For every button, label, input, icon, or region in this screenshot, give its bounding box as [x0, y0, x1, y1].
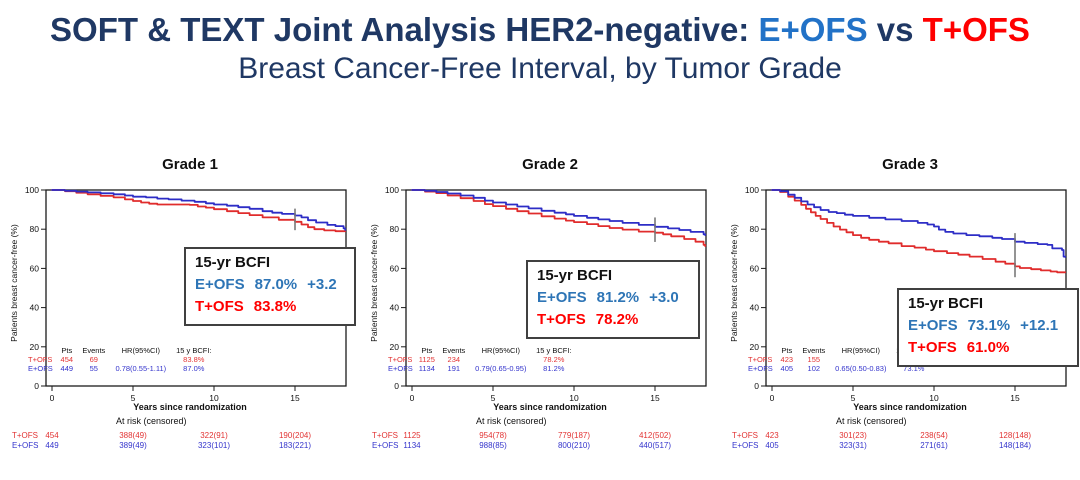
panel-title: Grade 2	[522, 156, 578, 173]
svg-text:10: 10	[929, 393, 939, 403]
x-axis-label: Years since randomization	[133, 402, 247, 412]
svg-text:100: 100	[385, 185, 399, 195]
x-axis-label: Years since randomization	[493, 402, 607, 412]
slide-title: SOFT & TEXT Joint Analysis HER2-negative…	[0, 10, 1080, 50]
title-t-ofs: T+OFS	[922, 11, 1030, 48]
annotation-e-ofs: E+OFS 87.0% +3.2	[195, 276, 337, 293]
stats-table: Pts Events HR(95%CI) 15 y BCFI: T+OFS 11…	[386, 346, 575, 373]
stats-header-events: Events	[802, 346, 826, 355]
panel-grade-3: Grade 3 Patients breast cancer-free (%) …	[720, 150, 1080, 480]
stats-row-t-ofs: T+OFS 1125 234 78.2%	[388, 355, 565, 364]
stats-header-events: Events	[442, 346, 466, 355]
stats-header-pts: Pts	[61, 346, 73, 355]
title-e-ofs: E+OFS	[758, 11, 868, 48]
stats-table: Pts Events HR(95%CI) 15 y BCFI: T+OFS 45…	[26, 346, 215, 373]
bcfi-annotation-box: 15-yr BCFI E+OFS 81.2% +3.0 T+OFS 78.2%	[526, 260, 700, 339]
svg-text:40: 40	[750, 303, 760, 313]
svg-text:80: 80	[750, 224, 760, 234]
svg-text:0: 0	[410, 393, 415, 403]
panel-grade-1: Grade 1 Patients breast cancer-free (%) …	[0, 150, 360, 480]
at-risk-label: At risk (censored)	[476, 416, 547, 426]
stats-row-e-ofs: E+OFS 449 55 0.78(0.55-1.11) 87.0%	[28, 364, 205, 373]
stats-header-hr: HR(95%CI)	[121, 346, 160, 355]
stats-row-e-ofs: E+OFS 1134 191 0.79(0.65-0.95) 81.2%	[388, 364, 565, 373]
at-risk-label: At risk (censored)	[116, 416, 187, 426]
stats-row-e-ofs: E+OFS 405 102 0.65(0.50-0.83) 73.1%	[748, 364, 925, 373]
svg-text:0: 0	[770, 393, 775, 403]
slide-subtitle: Breast Cancer-Free Interval, by Tumor Gr…	[238, 52, 842, 85]
title-vs: vs	[876, 11, 914, 48]
annotation-e-ofs: E+OFS 81.2% +3.0	[537, 289, 679, 306]
panel-title: Grade 1	[162, 156, 218, 173]
km-plot-grade-2: 0 20 40 60 80 100 0 5 10 15	[385, 185, 707, 403]
stats-header-pts: Pts	[781, 346, 793, 355]
stats-row-t-ofs: T+OFS 454 69 83.8%	[28, 355, 205, 364]
km-plot-grade-1: 0 20 40 60 80 100 0 5 10 15	[25, 185, 347, 403]
svg-text:5: 5	[131, 393, 136, 403]
svg-text:0: 0	[754, 381, 759, 391]
km-plot-grade-3: 0 20 40 60 80 100 0 5 10 15	[745, 185, 1067, 403]
title-main: SOFT & TEXT Joint Analysis HER2-negative…	[50, 11, 750, 48]
stats-header-hr: HR(95%CI)	[481, 346, 520, 355]
stats-header-bcfi: 15 y BCFI:	[176, 346, 212, 355]
panel-title: Grade 3	[882, 156, 938, 173]
annotation-t-ofs: T+OFS 78.2%	[537, 311, 639, 328]
annotation-e-ofs: E+OFS 73.1% +12.1	[908, 317, 1059, 334]
svg-text:15: 15	[1010, 393, 1020, 403]
stats-header-bcfi: 15 y BCFI:	[536, 346, 572, 355]
svg-text:60: 60	[390, 263, 400, 273]
svg-text:80: 80	[30, 224, 40, 234]
svg-text:60: 60	[30, 263, 40, 273]
slide-header: SOFT & TEXT Joint Analysis HER2-negative…	[0, 10, 1080, 88]
stats-header-events: Events	[82, 346, 106, 355]
annotation-heading: 15-yr BCFI	[195, 254, 271, 271]
svg-text:5: 5	[851, 393, 856, 403]
bcfi-annotation-box: 15-yr BCFI E+OFS 73.1% +12.1 T+OFS 61.0%	[897, 288, 1079, 367]
annotation-heading: 15-yr BCFI	[537, 267, 613, 284]
panel-grade-2: Grade 2 Patients breast cancer-free (%) …	[360, 150, 720, 480]
svg-text:10: 10	[569, 393, 579, 403]
at-risk-label: At risk (censored)	[836, 416, 907, 426]
svg-text:20: 20	[750, 342, 760, 352]
svg-text:60: 60	[750, 263, 760, 273]
bcfi-annotation-box: 15-yr BCFI E+OFS 87.0% +3.2 T+OFS 83.8%	[184, 247, 356, 326]
svg-text:0: 0	[34, 381, 39, 391]
svg-text:15: 15	[650, 393, 660, 403]
svg-text:5: 5	[491, 393, 496, 403]
svg-text:0: 0	[50, 393, 55, 403]
stats-header-pts: Pts	[421, 346, 433, 355]
svg-text:100: 100	[25, 185, 39, 195]
svg-text:20: 20	[30, 342, 40, 352]
svg-text:0: 0	[394, 381, 399, 391]
annotation-heading: 15-yr BCFI	[908, 295, 984, 312]
svg-text:10: 10	[209, 393, 219, 403]
annotation-t-ofs: T+OFS 61.0%	[908, 339, 1010, 356]
svg-text:20: 20	[390, 342, 400, 352]
svg-text:40: 40	[30, 303, 40, 313]
svg-text:40: 40	[390, 303, 400, 313]
annotation-t-ofs: T+OFS 83.8%	[195, 298, 297, 315]
stats-header-hr: HR(95%CI)	[841, 346, 880, 355]
x-axis-label: Years since randomization	[853, 402, 967, 412]
svg-text:80: 80	[390, 224, 400, 234]
svg-text:15: 15	[290, 393, 300, 403]
svg-text:100: 100	[745, 185, 759, 195]
